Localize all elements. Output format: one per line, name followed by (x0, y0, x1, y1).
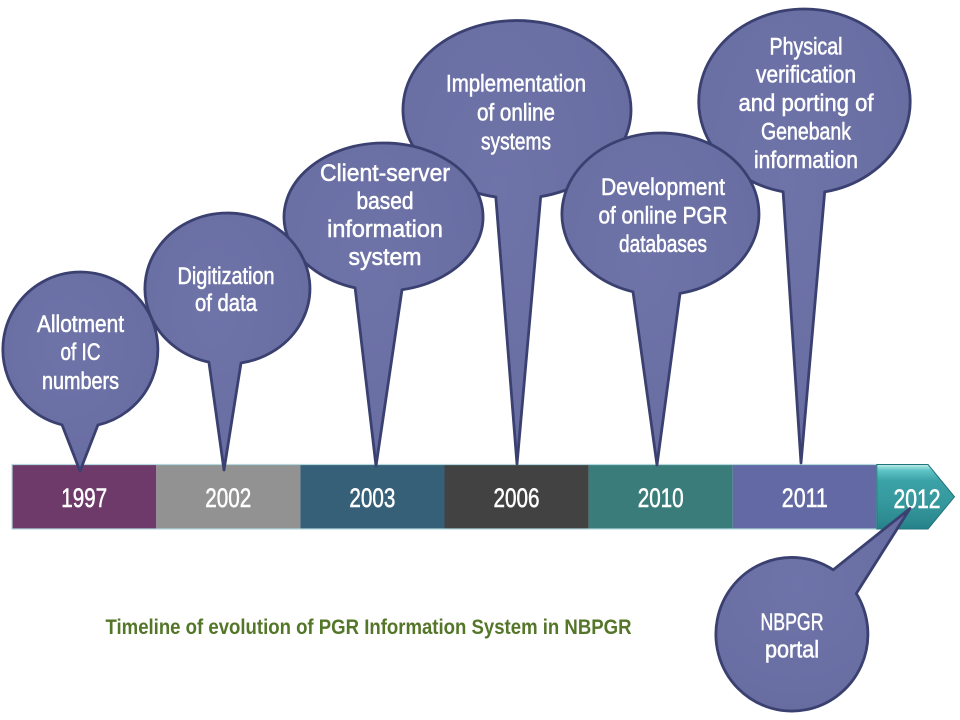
svg-text:1997: 1997 (61, 483, 107, 513)
svg-text:numbers: numbers (42, 368, 119, 395)
svg-text:of data: of data (195, 290, 258, 317)
svg-text:2002: 2002 (205, 483, 251, 513)
svg-text:Implementation: Implementation (446, 71, 586, 98)
svg-text:based: based (357, 188, 414, 215)
svg-text:Physical: Physical (770, 34, 843, 61)
svg-text:Digitization: Digitization (178, 263, 275, 290)
svg-text:2006: 2006 (494, 483, 540, 513)
svg-text:information: information (327, 216, 443, 243)
svg-text:Development: Development (601, 174, 725, 201)
svg-text:NBPGR: NBPGR (761, 609, 824, 636)
svg-text:information: information (754, 147, 858, 174)
svg-text:system: system (349, 244, 422, 271)
svg-text:2012: 2012 (894, 484, 941, 514)
svg-text:Genebank: Genebank (761, 119, 852, 146)
svg-text:Client-server: Client-server (320, 160, 450, 187)
svg-text:portal: portal (765, 637, 819, 664)
svg-text:of online: of online (477, 100, 555, 127)
svg-text:2010: 2010 (638, 483, 684, 513)
svg-text:and porting of: and porting of (739, 90, 874, 117)
svg-text:systems: systems (481, 129, 551, 156)
svg-text:of online PGR: of online PGR (599, 203, 728, 230)
svg-text:Allotment: Allotment (37, 311, 124, 338)
svg-text:2011: 2011 (782, 483, 828, 513)
svg-text:2003: 2003 (349, 483, 395, 513)
svg-text:verification: verification (756, 62, 856, 89)
svg-text:Timeline of evolution of PGR I: Timeline of evolution of PGR Information… (106, 615, 632, 639)
svg-text:databases: databases (619, 231, 707, 258)
svg-text:of IC: of IC (61, 339, 101, 366)
